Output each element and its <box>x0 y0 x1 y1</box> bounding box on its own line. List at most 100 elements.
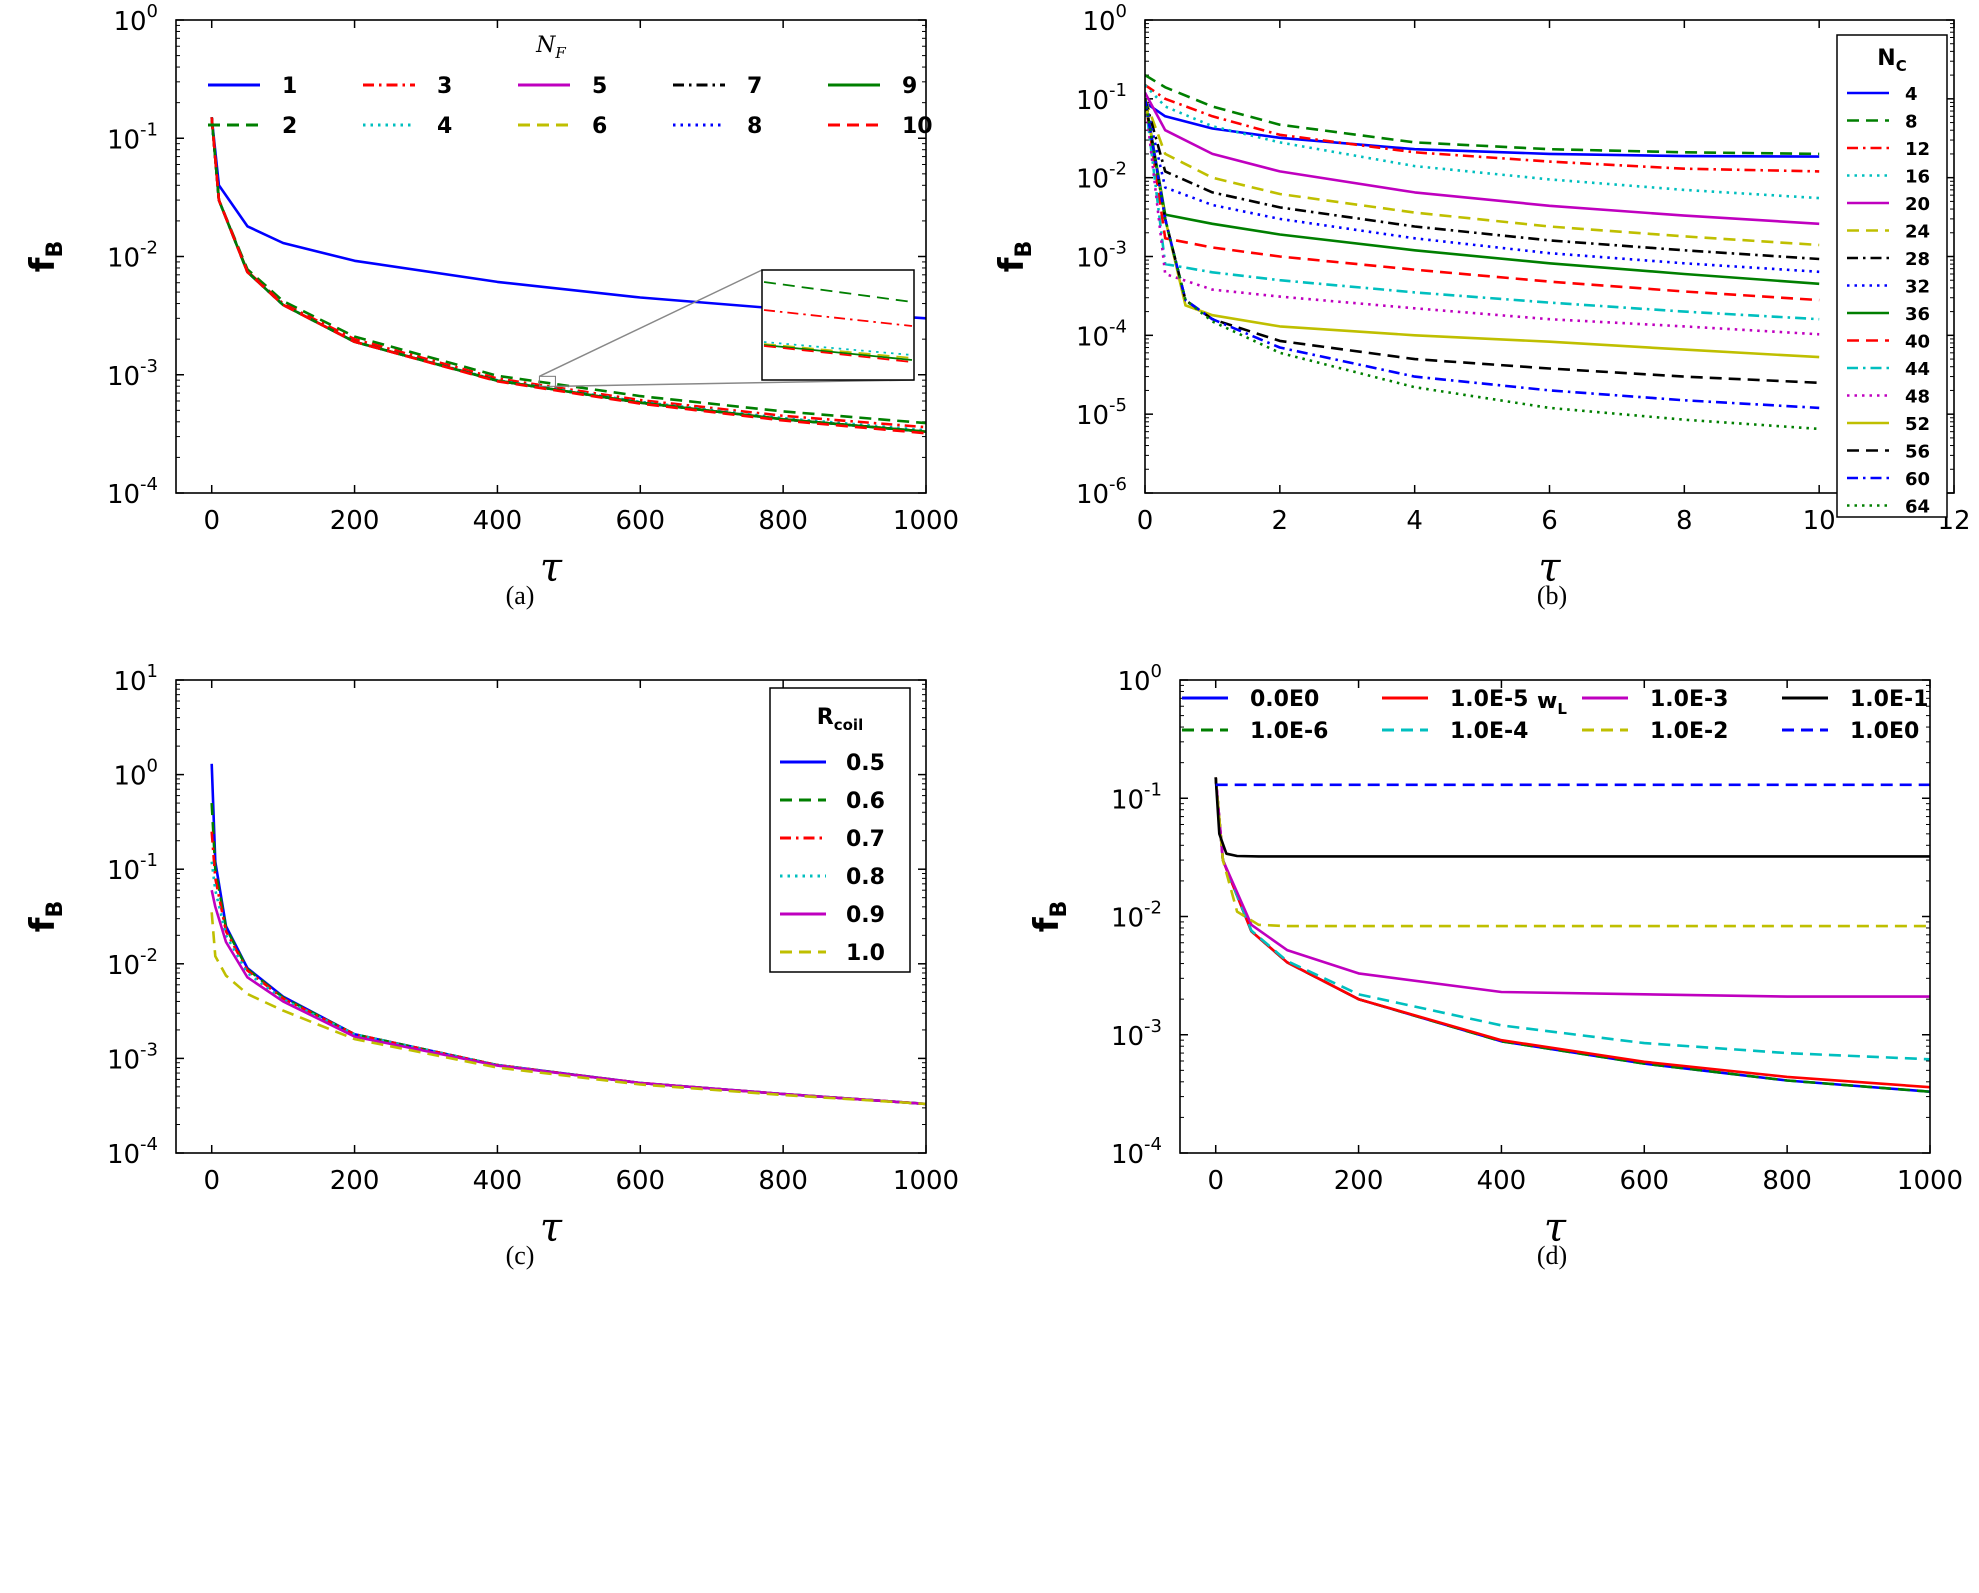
legend-label-0.5: 0.5 <box>846 751 885 776</box>
y-tick-label: 10-2 <box>1111 898 1162 934</box>
series-group <box>1145 73 1820 431</box>
series-line-8 <box>1145 73 1820 156</box>
series-line-4 <box>1145 101 1820 158</box>
legend-label-8: 8 <box>747 114 762 139</box>
y-tick-label: 10-1 <box>1076 80 1127 116</box>
legend-label-20: 20 <box>1905 194 1930 215</box>
y-tick-label: 10-4 <box>107 474 158 510</box>
legend-label-0.9: 0.9 <box>846 903 885 928</box>
series-line-12 <box>1145 83 1820 173</box>
chart-panel-d: 0 200 400 600 800 1000 10-4 10-3 10-2 10-1 100 fB τ(… <box>1027 661 1963 1270</box>
legend-box <box>1836 34 1948 518</box>
y-tick-label: 10-3 <box>1111 1016 1162 1052</box>
series-line-44 <box>1145 98 1820 321</box>
legend-title: NF <box>535 33 566 62</box>
x-tick-label: 400 <box>1477 1166 1527 1196</box>
x-tick-label: 8 <box>1676 506 1693 536</box>
series-group <box>210 117 926 435</box>
x-tick-label: 1000 <box>893 1166 959 1196</box>
series-line-56 <box>1145 98 1820 385</box>
legend: NF 1 2 3 4 5 6 7 8 9 10 <box>208 33 933 139</box>
series-line-1 <box>210 117 926 320</box>
x-tick-label: 0 <box>1207 1166 1224 1196</box>
series-line-16 <box>1145 84 1820 200</box>
series-line-0.7 <box>210 831 926 1106</box>
y-tick-label: 10-3 <box>107 1039 158 1075</box>
x-axis-label: τ <box>540 1205 563 1251</box>
x-tick-label: 800 <box>1762 1166 1812 1196</box>
x-tick-label: 4 <box>1406 506 1423 536</box>
legend-label-10: 10 <box>902 114 933 139</box>
legend-label-1.0E-5: 1.0E-5 <box>1450 687 1528 712</box>
legend-label-24: 24 <box>1905 222 1930 243</box>
legend-label-8: 8 <box>1905 112 1918 133</box>
legend-label-4: 4 <box>1905 84 1918 105</box>
legend-label-16: 16 <box>1905 167 1930 188</box>
x-tick-label: 0 <box>203 506 220 536</box>
legend-label-7: 7 <box>747 74 762 99</box>
y-tick-label: 100 <box>113 1 158 37</box>
legend-label-1.0: 1.0 <box>846 941 885 966</box>
series-line-0.6 <box>210 803 926 1106</box>
series-line-2 <box>210 117 926 425</box>
y-tick-label: 100 <box>113 756 158 792</box>
y-tick-label: 10-1 <box>107 119 158 155</box>
series-line-40 <box>1145 98 1820 302</box>
y-tick-label: 10-1 <box>107 850 158 886</box>
legend-label-36: 36 <box>1905 304 1930 325</box>
legend-label-12: 12 <box>1905 139 1930 160</box>
legend-label-6: 6 <box>592 114 607 139</box>
x-tick-label: 1000 <box>893 506 959 536</box>
x-tick-label: 600 <box>615 1166 665 1196</box>
panel-caption: (d) <box>1537 1241 1567 1270</box>
y-tick-label: 10-1 <box>1111 779 1162 815</box>
series-line-0.0E0 <box>1214 777 1930 1093</box>
series-line-0.8 <box>210 861 926 1106</box>
legend-label-1.0E-2: 1.0E-2 <box>1650 719 1728 744</box>
legend-label-60: 60 <box>1905 469 1930 490</box>
x-tick-label: 10 <box>1803 506 1836 536</box>
legend-label-0.6: 0.6 <box>846 789 885 814</box>
y-tick-label: 10-5 <box>1076 395 1127 431</box>
x-tick-label: 800 <box>758 1166 808 1196</box>
legend-label-64: 64 <box>1905 497 1930 518</box>
legend-label-1.0E-4: 1.0E-4 <box>1450 719 1528 744</box>
legend-label-9: 9 <box>902 74 917 99</box>
legend: wL 0.0E0 1.0E-6 1.0E-5 1.0E-4 1.0E-3 1.0E-2 1.0… <box>1182 687 1928 744</box>
x-tick-label: 400 <box>473 506 523 536</box>
series-line-32 <box>1145 98 1820 274</box>
y-axis-label: fB <box>23 241 68 273</box>
x-tick-label: 400 <box>473 1166 523 1196</box>
inset-line-10 <box>763 345 913 363</box>
series-line-48 <box>1145 98 1820 336</box>
x-tick-label: 200 <box>330 1166 380 1196</box>
series-line-1.0 <box>210 912 926 1106</box>
series-line-60 <box>1145 98 1820 410</box>
legend-label-48: 48 <box>1905 387 1930 408</box>
y-tick-label: 10-4 <box>107 1134 158 1170</box>
zoom-inset <box>538 269 915 388</box>
x-axis-label: τ <box>1544 1205 1567 1251</box>
legend-label-44: 44 <box>1905 359 1930 380</box>
legend-label-32: 32 <box>1905 277 1930 298</box>
series-line-1.0E-4 <box>1214 777 1930 1061</box>
inset-line-4 <box>763 341 913 356</box>
series-line-10 <box>210 117 926 435</box>
y-tick-label: 10-2 <box>1076 159 1127 195</box>
legend-label-56: 56 <box>1905 442 1930 463</box>
series-line-1.0E-2 <box>1214 777 1930 928</box>
series-line-28 <box>1145 98 1820 261</box>
legend-title: NC <box>1877 46 1906 75</box>
x-tick-label: 2 <box>1272 506 1289 536</box>
x-tick-label: 6 <box>1541 506 1558 536</box>
plot-frame <box>175 19 927 494</box>
x-tick-label: 600 <box>1619 1166 1669 1196</box>
legend: Rcoil 0.5 0.6 0.7 0.8 0.9 1.0 <box>769 687 911 973</box>
x-axis-label: τ <box>1538 545 1561 591</box>
x-tick-label: 200 <box>1334 1166 1384 1196</box>
x-tick-label: 1000 <box>1897 1166 1963 1196</box>
legend-label-2: 2 <box>282 114 297 139</box>
y-tick-label: 10-2 <box>107 238 158 274</box>
